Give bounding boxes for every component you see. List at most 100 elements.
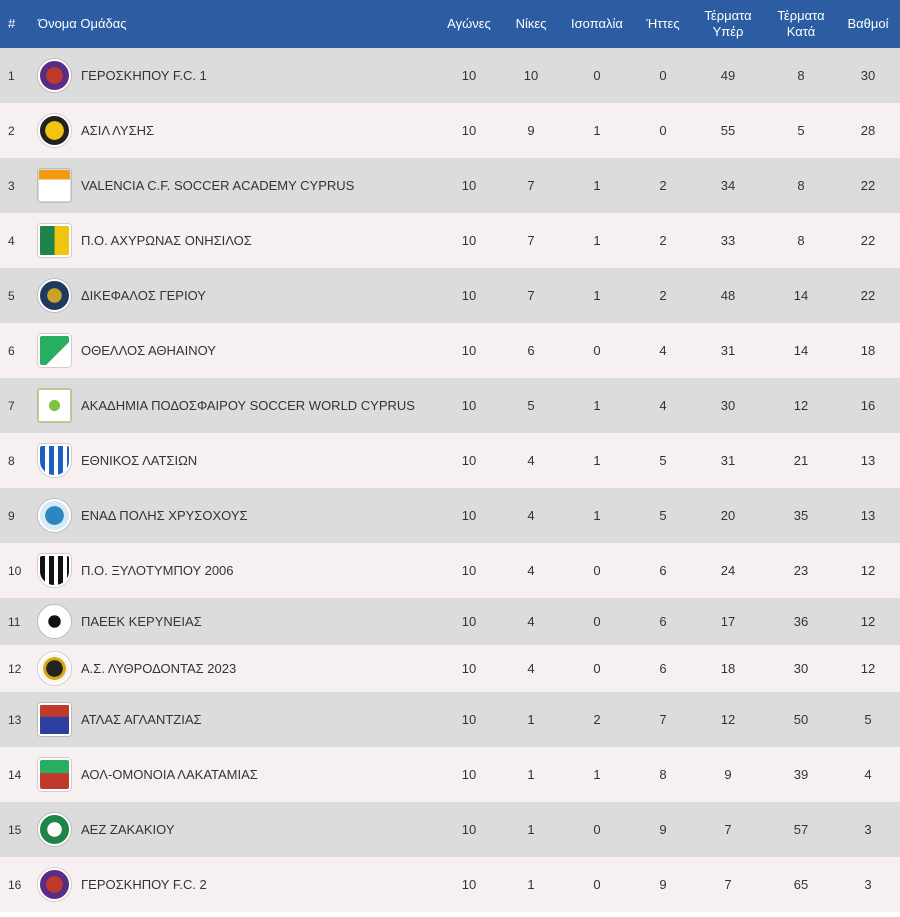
wins-cell: 1 — [527, 877, 535, 892]
team-name[interactable]: ΔΙΚΕΦΑΛΟΣ ΓΕΡΙΟΥ — [81, 288, 206, 303]
team-cell[interactable]: ΕΝΑΔ ΠΟΛΗΣ ΧΡΥΣΟΧΟΥΣ — [38, 488, 434, 543]
team-cell[interactable]: ΓΕΡΟΣΚΗΠΟΥ F.C. 2 — [38, 857, 434, 912]
goals-for-cell: 7 — [724, 822, 732, 837]
wins-cell: 10 — [523, 68, 539, 83]
team-cell[interactable]: Α.Σ. ΛΥΘΡΟΔΟΝΤΑΣ 2023 — [38, 645, 434, 692]
draws-cell: 1 — [593, 398, 601, 413]
header-points[interactable]: Βαθμοί — [847, 16, 889, 31]
header-goals-for[interactable]: Τέρματα Υπέρ — [690, 0, 766, 48]
table-row[interactable]: 8 ΕΘΝΙΚΟΣ ΛΑΤΣΙΩΝ 10 4 1 5 31 21 13 — [0, 433, 900, 488]
header-wins[interactable]: Νίκες — [515, 16, 547, 31]
table-row[interactable]: 15 ΑΕΖ ΖΑΚΑΚΙΟΥ 10 1 0 9 7 57 3 — [0, 802, 900, 857]
team-name[interactable]: Α.Σ. ΛΥΘΡΟΔΟΝΤΑΣ 2023 — [81, 661, 237, 676]
team-cell[interactable]: ΔΙΚΕΦΑΛΟΣ ΓΕΡΙΟΥ — [38, 268, 434, 323]
wins-cell: 1 — [527, 767, 535, 782]
table-row[interactable]: 7 ΑΚΑΔΗΜΙΑ ΠΟΔΟΣΦΑΙΡΟΥ SOCCER WORLD CYPRU… — [0, 378, 900, 433]
team-name[interactable]: Π.Ο. ΑΧΥΡΩΝΑΣ ΟΝΗΣΙΛΟΣ — [81, 233, 252, 248]
points-cell: 4 — [864, 767, 872, 782]
table-row[interactable]: 12 Α.Σ. ΛΥΘΡΟΔΟΝΤΑΣ 2023 10 4 0 6 18 30 12 — [0, 645, 900, 692]
table-row[interactable]: 13 ΑΤΛΑΣ ΑΓΛΑΝΤΖΙΑΣ 10 1 2 7 12 50 5 — [0, 692, 900, 747]
header-played[interactable]: Αγώνες — [447, 16, 491, 31]
team-logo-icon — [38, 758, 71, 791]
goals-for-cell: 12 — [720, 712, 736, 727]
wins-cell: 7 — [527, 233, 535, 248]
rank-cell: 3 — [8, 178, 15, 193]
table-row[interactable]: 4 Π.Ο. ΑΧΥΡΩΝΑΣ ΟΝΗΣΙΛΟΣ 10 7 1 2 33 8 22 — [0, 213, 900, 268]
table-row[interactable]: 14 ΑΟΛ-ΟΜΟΝΟΙΑ ΛΑΚΑΤΑΜΙΑΣ 10 1 1 8 9 39 4 — [0, 747, 900, 802]
team-name[interactable]: VALENCIA C.F. SOCCER ACADEMY CYPRUS — [81, 178, 355, 193]
team-name[interactable]: ΓΕΡΟΣΚΗΠΟΥ F.C. 2 — [81, 877, 207, 892]
team-name[interactable]: ΑΟΛ-ΟΜΟΝΟΙΑ ΛΑΚΑΤΑΜΙΑΣ — [81, 767, 258, 782]
rank-cell: 5 — [8, 288, 15, 303]
losses-cell: 5 — [659, 453, 667, 468]
table-row[interactable]: 1 ΓΕΡΟΣΚΗΠΟΥ F.C. 1 10 10 0 0 49 8 30 — [0, 48, 900, 103]
wins-cell: 4 — [527, 453, 535, 468]
team-cell[interactable]: Π.Ο. ΑΧΥΡΩΝΑΣ ΟΝΗΣΙΛΟΣ — [38, 213, 434, 268]
team-name[interactable]: ΑΣΙΛ ΛΥΣΗΣ — [81, 123, 155, 138]
team-cell[interactable]: ΑΤΛΑΣ ΑΓΛΑΝΤΖΙΑΣ — [38, 692, 434, 747]
points-cell: 22 — [860, 178, 876, 193]
team-name[interactable]: ΕΝΑΔ ΠΟΛΗΣ ΧΡΥΣΟΧΟΥΣ — [81, 508, 248, 523]
played-cell: 10 — [461, 178, 477, 193]
points-cell: 12 — [860, 614, 876, 629]
played-cell: 10 — [461, 767, 477, 782]
played-cell: 10 — [461, 453, 477, 468]
header-goals-for-line2: Υπέρ — [712, 24, 744, 39]
team-name[interactable]: ΓΕΡΟΣΚΗΠΟΥ F.C. 1 — [81, 68, 207, 83]
team-name[interactable]: ΟΘΕΛΛΟΣ ΑΘΗΑΙΝΟΥ — [81, 343, 216, 358]
losses-cell: 8 — [659, 767, 667, 782]
table-row[interactable]: 11 ΠΑΕΕΚ ΚΕΡΥΝΕΙΑΣ 10 4 0 6 17 36 12 — [0, 598, 900, 645]
table-row[interactable]: 2 ΑΣΙΛ ΛΥΣΗΣ 10 9 1 0 55 5 28 — [0, 103, 900, 158]
header-draws[interactable]: Ισοπαλία — [571, 16, 623, 31]
header-losses[interactable]: Ήττες — [646, 16, 680, 31]
points-cell: 12 — [860, 563, 876, 578]
played-cell: 10 — [461, 288, 477, 303]
team-cell[interactable]: ΑΣΙΛ ΛΥΣΗΣ — [38, 103, 434, 158]
header-goals-against[interactable]: Τέρματα Κατά — [766, 0, 836, 48]
team-name[interactable]: ΠΑΕΕΚ ΚΕΡΥΝΕΙΑΣ — [81, 614, 202, 629]
team-logo-icon — [38, 59, 71, 92]
team-name[interactable]: ΕΘΝΙΚΟΣ ΛΑΤΣΙΩΝ — [81, 453, 198, 468]
team-logo-icon — [38, 868, 71, 901]
points-cell: 3 — [864, 822, 872, 837]
team-cell[interactable]: Π.Ο. ΞΥΛΟΤΥΜΠΟΥ 2006 — [38, 543, 434, 598]
draws-cell: 0 — [593, 661, 601, 676]
goals-against-cell: 8 — [797, 233, 805, 248]
team-cell[interactable]: ΠΑΕΕΚ ΚΕΡΥΝΕΙΑΣ — [38, 598, 434, 645]
team-cell[interactable]: ΑΕΖ ΖΑΚΑΚΙΟΥ — [38, 802, 434, 857]
team-logo-icon — [38, 554, 71, 587]
table-row[interactable]: 6 ΟΘΕΛΛΟΣ ΑΘΗΑΙΝΟΥ 10 6 0 4 31 14 18 — [0, 323, 900, 378]
team-cell[interactable]: VALENCIA C.F. SOCCER ACADEMY CYPRUS — [38, 158, 434, 213]
wins-cell: 1 — [527, 712, 535, 727]
points-cell: 22 — [860, 288, 876, 303]
played-cell: 10 — [461, 233, 477, 248]
played-cell: 10 — [461, 877, 477, 892]
header-team[interactable]: Όνομα Ομάδας — [38, 16, 127, 31]
goals-for-cell: 34 — [720, 178, 736, 193]
team-name[interactable]: Π.Ο. ΞΥΛΟΤΥΜΠΟΥ 2006 — [81, 563, 234, 578]
team-logo-icon — [38, 444, 71, 477]
goals-for-cell: 24 — [720, 563, 736, 578]
team-cell[interactable]: ΟΘΕΛΛΟΣ ΑΘΗΑΙΝΟΥ — [38, 323, 434, 378]
table-row[interactable]: 3 VALENCIA C.F. SOCCER ACADEMY CYPRUS 10 7 1… — [0, 158, 900, 213]
team-cell[interactable]: ΑΟΛ-ΟΜΟΝΟΙΑ ΛΑΚΑΤΑΜΙΑΣ — [38, 747, 434, 802]
table-row[interactable]: 16 ΓΕΡΟΣΚΗΠΟΥ F.C. 2 10 1 0 9 7 65 3 — [0, 857, 900, 912]
table-row[interactable]: 10 Π.Ο. ΞΥΛΟΤΥΜΠΟΥ 2006 10 4 0 6 24 23 12 — [0, 543, 900, 598]
table-row[interactable]: 9 ΕΝΑΔ ΠΟΛΗΣ ΧΡΥΣΟΧΟΥΣ 10 4 1 5 20 35 13 — [0, 488, 900, 543]
team-logo-icon — [38, 114, 71, 147]
losses-cell: 0 — [659, 123, 667, 138]
team-cell[interactable]: ΑΚΑΔΗΜΙΑ ΠΟΔΟΣΦΑΙΡΟΥ SOCCER WORLD CYPRUS — [38, 378, 434, 433]
goals-for-cell: 18 — [720, 661, 736, 676]
team-name[interactable]: ΑΕΖ ΖΑΚΑΚΙΟΥ — [81, 822, 175, 837]
goals-against-cell: 8 — [797, 178, 805, 193]
team-cell[interactable]: ΓΕΡΟΣΚΗΠΟΥ F.C. 1 — [38, 48, 434, 103]
team-name[interactable]: ΑΚΑΔΗΜΙΑ ΠΟΔΟΣΦΑΙΡΟΥ SOCCER WORLD CYPRUS — [81, 398, 415, 413]
table-row[interactable]: 5 ΔΙΚΕΦΑΛΟΣ ΓΕΡΙΟΥ 10 7 1 2 48 14 22 — [0, 268, 900, 323]
rank-cell: 7 — [8, 398, 15, 413]
points-cell: 13 — [860, 453, 876, 468]
team-name[interactable]: ΑΤΛΑΣ ΑΓΛΑΝΤΖΙΑΣ — [81, 712, 202, 727]
losses-cell: 7 — [659, 712, 667, 727]
draws-cell: 1 — [593, 178, 601, 193]
header-rank[interactable]: # — [8, 16, 16, 31]
team-cell[interactable]: ΕΘΝΙΚΟΣ ΛΑΤΣΙΩΝ — [38, 433, 434, 488]
